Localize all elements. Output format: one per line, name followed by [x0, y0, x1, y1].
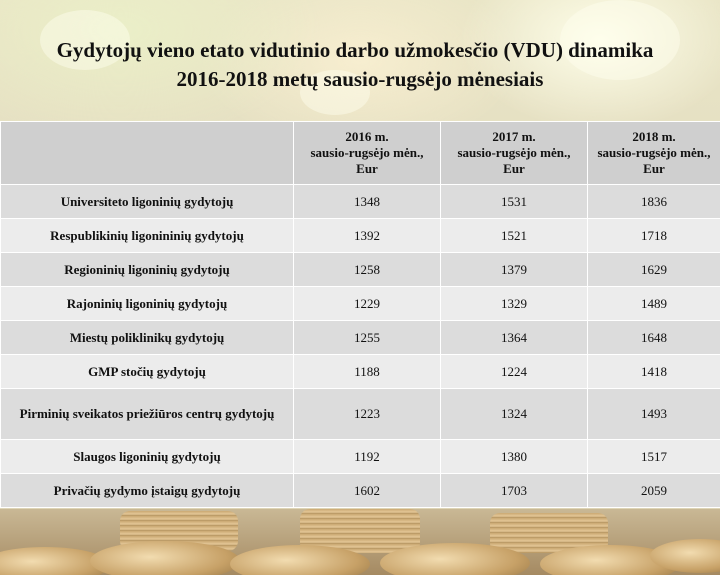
header-unit: Eur	[356, 161, 378, 176]
cell-2016: 1602	[293, 473, 441, 508]
header-unit: Eur	[643, 161, 665, 176]
cell-2017: 1364	[440, 320, 588, 355]
cell-2018: 1718	[587, 218, 720, 253]
coin	[90, 541, 240, 575]
header-2017: 2017 m. sausio-rugsėjo mėn., Eur	[440, 121, 588, 185]
slide-title: Gydytojų vieno etato vidutinio darbo užm…	[0, 36, 720, 94]
header-empty-cell	[0, 121, 294, 185]
cell-2016: 1258	[293, 252, 441, 287]
cell-2016: 1229	[293, 286, 441, 321]
table-row: GMP stočių gydytojų 1188 1224 1418	[0, 354, 720, 389]
header-period: sausio-rugsėjo mėn.,	[310, 145, 424, 160]
cell-2018: 1648	[587, 320, 720, 355]
header-year: 2017 m.	[492, 129, 536, 144]
header-year: 2016 m.	[345, 129, 389, 144]
title-line-1: Gydytojų vieno etato vidutinio darbo užm…	[56, 38, 654, 62]
title-line-2: 2016-2018 metų sausio-rugsėjo mėnesiais	[176, 67, 544, 91]
row-label: Rajoninių ligoninių gydytojų	[0, 286, 294, 321]
salary-table: 2016 m. sausio-rugsėjo mėn., Eur 2017 m.…	[0, 121, 720, 508]
cell-2018: 1493	[587, 388, 720, 440]
cell-2016: 1392	[293, 218, 441, 253]
row-label: Privačių gydymo įstaigų gydytojų	[0, 473, 294, 508]
header-period: sausio-rugsėjo mėn.,	[597, 145, 711, 160]
cell-2016: 1192	[293, 439, 441, 474]
cell-2016: 1255	[293, 320, 441, 355]
background-bokeh	[40, 10, 130, 70]
header-period: sausio-rugsėjo mėn.,	[457, 145, 571, 160]
header-year: 2018 m.	[632, 129, 676, 144]
cell-2018: 2059	[587, 473, 720, 508]
row-label: Respublikinių ligonininių gydytojų	[0, 218, 294, 253]
row-label: Universiteto ligoninių gydytojų	[0, 184, 294, 219]
cell-2017: 1521	[440, 218, 588, 253]
table-row: Miestų poliklinikų gydytojų 1255 1364 16…	[0, 320, 720, 355]
table-row: Regioninių ligoninių gydytojų 1258 1379 …	[0, 252, 720, 287]
table-row: Privačių gydymo įstaigų gydytojų 1602 17…	[0, 473, 720, 508]
cell-2018: 1418	[587, 354, 720, 389]
coin	[380, 543, 530, 575]
cell-2017: 1703	[440, 473, 588, 508]
cell-2018: 1517	[587, 439, 720, 474]
table-row: Slaugos ligoninių gydytojų 1192 1380 151…	[0, 439, 720, 474]
row-label: Slaugos ligoninių gydytojų	[0, 439, 294, 474]
cell-2018: 1629	[587, 252, 720, 287]
cell-2018: 1489	[587, 286, 720, 321]
cell-2017: 1379	[440, 252, 588, 287]
row-label: GMP stočių gydytojų	[0, 354, 294, 389]
cell-2018: 1836	[587, 184, 720, 219]
cell-2017: 1329	[440, 286, 588, 321]
cell-2017: 1531	[440, 184, 588, 219]
header-2018: 2018 m. sausio-rugsėjo mėn., Eur	[587, 121, 720, 185]
cell-2016: 1348	[293, 184, 441, 219]
table-header-row: 2016 m. sausio-rugsėjo mėn., Eur 2017 m.…	[0, 121, 720, 185]
row-label: Pirminių sveikatos priežiūros centrų gyd…	[0, 388, 294, 440]
header-unit: Eur	[503, 161, 525, 176]
coin-stacks-image	[0, 509, 720, 575]
table-row: Rajoninių ligoninių gydytojų 1229 1329 1…	[0, 286, 720, 321]
table-row: Pirminių sveikatos priežiūros centrų gyd…	[0, 388, 720, 440]
cell-2016: 1223	[293, 388, 441, 440]
background-bokeh	[300, 70, 370, 115]
cell-2016: 1188	[293, 354, 441, 389]
coin	[230, 545, 370, 575]
header-2016: 2016 m. sausio-rugsėjo mėn., Eur	[293, 121, 441, 185]
cell-2017: 1224	[440, 354, 588, 389]
row-label: Miestų poliklinikų gydytojų	[0, 320, 294, 355]
row-label: Regioninių ligoninių gydytojų	[0, 252, 294, 287]
background-bokeh	[560, 0, 680, 80]
cell-2017: 1380	[440, 439, 588, 474]
table-row: Universiteto ligoninių gydytojų 1348 153…	[0, 184, 720, 219]
cell-2017: 1324	[440, 388, 588, 440]
table-row: Respublikinių ligonininių gydytojų 1392 …	[0, 218, 720, 253]
